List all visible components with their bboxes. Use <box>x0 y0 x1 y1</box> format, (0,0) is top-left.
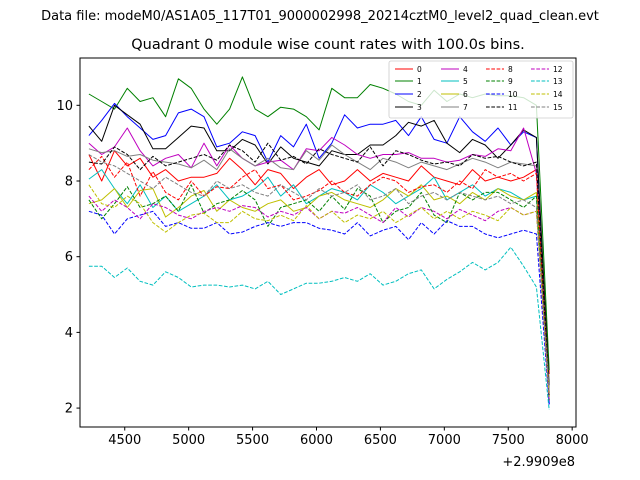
series-line-14 <box>88 184 550 397</box>
legend-label-15: 15 <box>553 103 563 112</box>
legend-label-2: 2 <box>417 90 422 99</box>
series-line-13 <box>88 246 550 411</box>
legend-box <box>388 60 574 119</box>
x-tick-label: 5500 <box>236 433 269 448</box>
x-tick-label: 7000 <box>428 433 461 448</box>
x-tick-label: 7500 <box>492 433 525 448</box>
series-line-3 <box>88 104 550 386</box>
plot-frame <box>79 57 577 428</box>
legend-label-11: 11 <box>508 103 518 112</box>
series-line-7 <box>88 144 550 393</box>
x-axis: 4500 5000 5500 6000 6500 7000 7500 8000 <box>108 427 589 448</box>
legend-label-1: 1 <box>417 77 422 86</box>
legend-label-4: 4 <box>463 65 468 74</box>
x-tick-label: 6500 <box>364 433 397 448</box>
legend-label-13: 13 <box>553 77 563 86</box>
y-tick-label: 10 <box>56 99 73 114</box>
legend-label-3: 3 <box>417 103 422 112</box>
legend-label-8: 8 <box>508 65 513 74</box>
series-line-0 <box>88 150 550 375</box>
legend-label-0: 0 <box>417 65 422 74</box>
chart-title: Quadrant 0 module wise count rates with … <box>131 37 525 53</box>
series-line-5 <box>88 169 550 397</box>
series-line-11 <box>88 142 550 397</box>
series-line-2 <box>88 102 550 405</box>
series-line-8 <box>88 155 550 401</box>
series-line-9 <box>88 184 550 401</box>
series-line-10 <box>88 210 550 405</box>
series-line-15 <box>88 154 550 393</box>
series-line-12 <box>88 195 550 401</box>
x-tick-label: 6000 <box>300 433 333 448</box>
y-tick-label: 2 <box>65 402 73 417</box>
legend-label-14: 14 <box>553 90 563 99</box>
x-tick-label: 5000 <box>172 433 205 448</box>
y-axis: 2 4 6 8 10 <box>56 99 80 417</box>
legend-label-6: 6 <box>463 90 468 99</box>
series-line-4 <box>88 127 550 393</box>
y-tick-label: 4 <box>65 326 73 341</box>
series-layer <box>88 76 550 411</box>
legend-label-9: 9 <box>508 77 513 86</box>
legend-label-10: 10 <box>508 90 518 99</box>
series-line-1 <box>88 76 550 371</box>
y-tick-label: 6 <box>65 250 73 265</box>
x-tick-label: 4500 <box>108 433 141 448</box>
y-tick-label: 8 <box>65 175 73 190</box>
series-line-6 <box>88 184 550 397</box>
legend-label-7: 7 <box>463 103 468 112</box>
x-tick-label: 8000 <box>556 433 589 448</box>
legend-label-5: 5 <box>463 77 468 86</box>
x-offset-label: +2.9909e8 <box>502 455 575 470</box>
figure-suptitle: Data file: modeM0/AS1A05_117T01_90000029… <box>41 9 599 24</box>
legend-label-12: 12 <box>553 65 563 74</box>
